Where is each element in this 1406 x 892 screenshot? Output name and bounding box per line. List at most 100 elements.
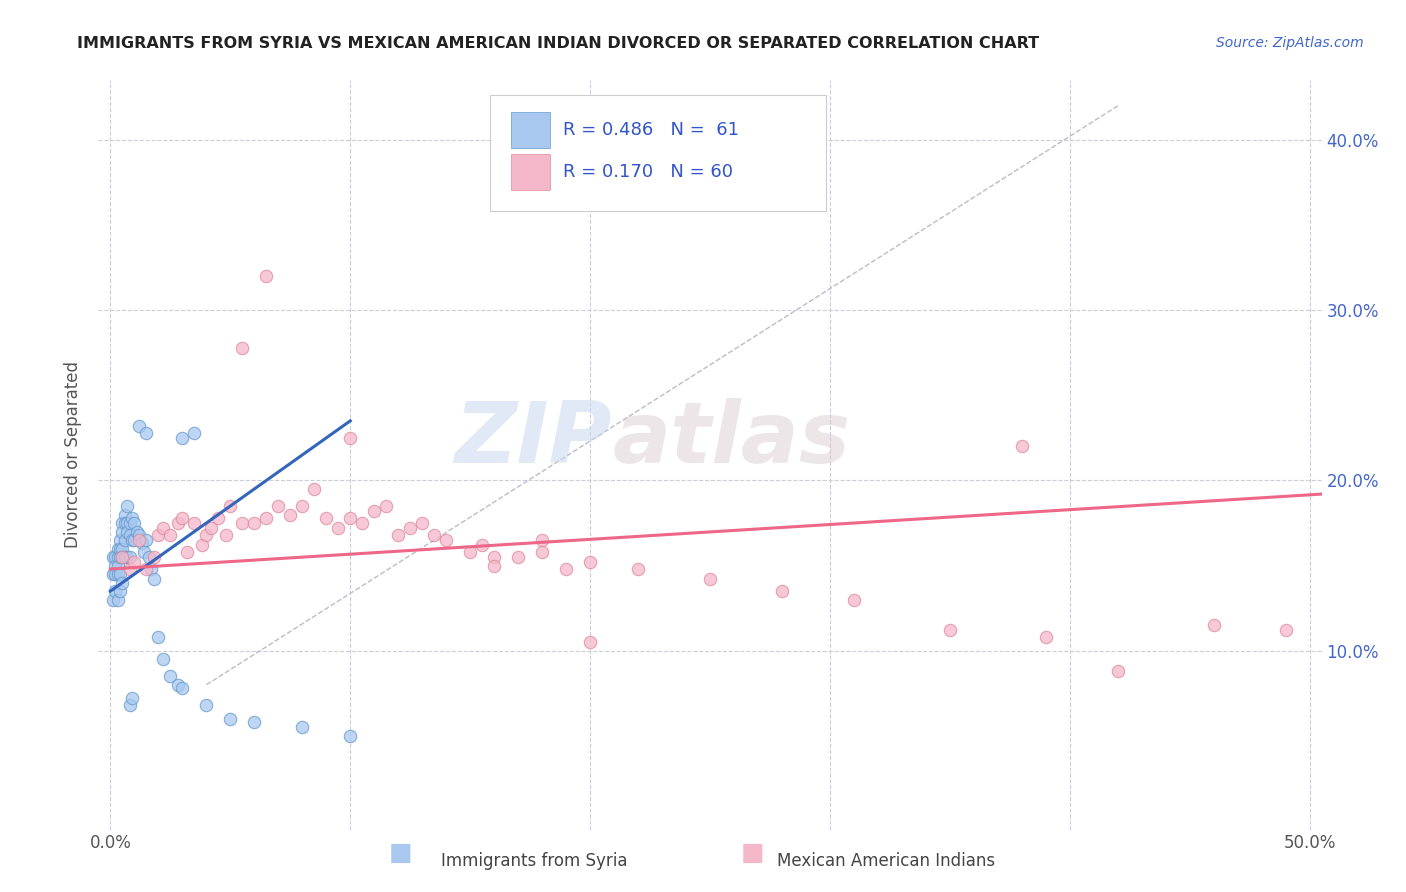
Point — [115, 516, 138, 530]
Point — [108, 584, 131, 599]
Point — [1011, 439, 1033, 453]
Point — [482, 550, 505, 565]
Point — [304, 482, 326, 496]
Point — [115, 550, 138, 565]
Point — [104, 584, 127, 599]
Point — [135, 425, 157, 440]
Point — [423, 528, 446, 542]
Text: ■: ■ — [741, 841, 763, 865]
Point — [111, 550, 134, 565]
Point — [399, 521, 422, 535]
Point — [121, 691, 143, 706]
Point — [328, 521, 350, 535]
Point — [111, 516, 134, 530]
Point — [121, 533, 143, 547]
Point — [842, 592, 865, 607]
Point — [115, 524, 138, 539]
Point — [254, 511, 277, 525]
Point — [124, 555, 146, 569]
Point — [118, 562, 141, 576]
Point — [128, 533, 150, 547]
Point — [104, 567, 127, 582]
Point — [627, 562, 650, 576]
Point — [291, 499, 314, 513]
Point — [352, 516, 374, 530]
Point — [142, 550, 165, 565]
Point — [555, 562, 578, 576]
Point — [291, 720, 314, 734]
Point — [114, 516, 136, 530]
Point — [699, 572, 721, 586]
Point — [118, 550, 141, 565]
Point — [159, 669, 181, 683]
Point — [101, 592, 124, 607]
Point — [107, 592, 129, 607]
Point — [111, 541, 134, 556]
Point — [363, 504, 385, 518]
Point — [1274, 624, 1296, 638]
Point — [770, 584, 793, 599]
Point — [579, 635, 602, 649]
Point — [159, 528, 181, 542]
Point — [101, 567, 124, 582]
Point — [176, 545, 198, 559]
Text: ZIP: ZIP — [454, 399, 612, 482]
Point — [118, 698, 141, 713]
Point — [183, 425, 205, 440]
Point — [172, 511, 194, 525]
Text: IMMIGRANTS FROM SYRIA VS MEXICAN AMERICAN INDIAN DIVORCED OR SEPARATED CORRELATI: IMMIGRANTS FROM SYRIA VS MEXICAN AMERICA… — [77, 36, 1039, 51]
FancyBboxPatch shape — [510, 154, 550, 190]
Y-axis label: Divorced or Separated: Divorced or Separated — [65, 361, 83, 549]
Point — [124, 516, 146, 530]
Point — [124, 533, 146, 547]
Point — [108, 567, 131, 582]
Point — [231, 341, 253, 355]
Point — [195, 698, 218, 713]
Point — [166, 678, 188, 692]
Point — [339, 511, 361, 525]
Point — [135, 562, 157, 576]
Point — [939, 624, 962, 638]
FancyBboxPatch shape — [489, 95, 827, 211]
Point — [531, 533, 554, 547]
Point — [108, 533, 131, 547]
Point — [183, 516, 205, 530]
Point — [128, 528, 150, 542]
Point — [114, 533, 136, 547]
Point — [231, 516, 253, 530]
Point — [108, 541, 131, 556]
Point — [107, 541, 129, 556]
Point — [243, 516, 266, 530]
Point — [531, 545, 554, 559]
Point — [1107, 664, 1129, 678]
Point — [1035, 630, 1057, 644]
Point — [121, 511, 143, 525]
Point — [118, 516, 141, 530]
Point — [339, 431, 361, 445]
Point — [219, 499, 242, 513]
Text: Source: ZipAtlas.com: Source: ZipAtlas.com — [1216, 36, 1364, 50]
Point — [195, 528, 218, 542]
Point — [142, 572, 165, 586]
Point — [114, 508, 136, 522]
Point — [132, 545, 155, 559]
Text: atlas: atlas — [612, 399, 851, 482]
Point — [135, 533, 157, 547]
Text: ■: ■ — [389, 841, 412, 865]
Point — [152, 652, 174, 666]
Point — [190, 538, 212, 552]
FancyBboxPatch shape — [510, 112, 550, 148]
Point — [101, 550, 124, 565]
Point — [152, 521, 174, 535]
Point — [1202, 618, 1225, 632]
Point — [482, 558, 505, 573]
Text: Mexican American Indians: Mexican American Indians — [776, 852, 995, 870]
Point — [315, 511, 337, 525]
Point — [131, 536, 153, 550]
Point — [104, 550, 127, 565]
Point — [458, 545, 481, 559]
Point — [107, 567, 129, 582]
Point — [267, 499, 290, 513]
Point — [339, 729, 361, 743]
Point — [278, 508, 301, 522]
